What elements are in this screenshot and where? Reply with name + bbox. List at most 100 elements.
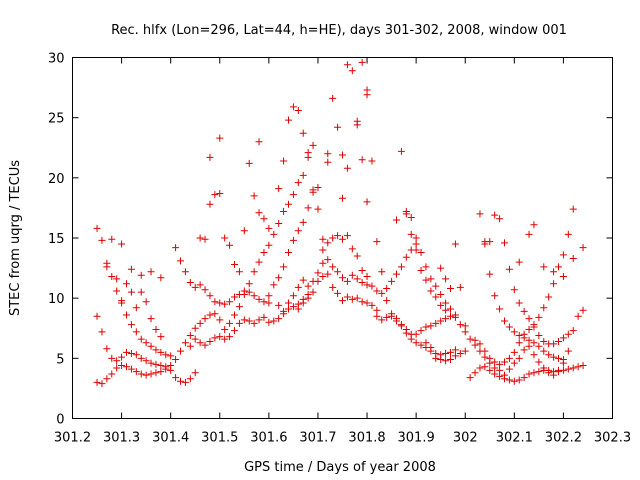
data-point bbox=[481, 353, 489, 361]
data-point bbox=[123, 311, 130, 319]
data-point bbox=[157, 348, 165, 356]
data-point bbox=[201, 286, 209, 294]
data-point bbox=[201, 235, 209, 243]
data-point bbox=[206, 200, 214, 208]
x-tick-label: 301.8 bbox=[348, 431, 385, 446]
data-point bbox=[172, 244, 180, 252]
data-point bbox=[520, 307, 528, 315]
data-point bbox=[211, 334, 219, 342]
data-point bbox=[255, 295, 263, 303]
data-point bbox=[496, 215, 504, 223]
data-point bbox=[147, 315, 155, 323]
data-point bbox=[427, 344, 435, 352]
data-point bbox=[181, 378, 189, 386]
data-point bbox=[147, 370, 155, 378]
data-point bbox=[255, 316, 263, 324]
data-point bbox=[167, 362, 175, 370]
x-tick-label: 301.7 bbox=[299, 431, 336, 446]
data-point bbox=[476, 210, 484, 218]
data-point bbox=[319, 259, 327, 267]
data-point bbox=[358, 156, 366, 164]
data-point bbox=[393, 270, 400, 278]
data-point bbox=[157, 333, 165, 341]
data-point bbox=[569, 205, 577, 213]
data-point bbox=[304, 204, 312, 212]
data-point bbox=[486, 270, 494, 278]
data-point bbox=[569, 364, 577, 372]
data-point bbox=[231, 260, 238, 268]
data-point bbox=[442, 350, 450, 358]
data-point bbox=[353, 275, 361, 283]
data-point bbox=[447, 312, 454, 320]
data-point bbox=[132, 368, 140, 376]
data-point bbox=[550, 353, 558, 361]
data-point bbox=[579, 362, 587, 370]
data-point bbox=[525, 325, 533, 333]
data-point bbox=[226, 241, 234, 249]
data-point bbox=[324, 256, 332, 264]
data-point bbox=[152, 360, 160, 368]
data-point bbox=[172, 356, 180, 364]
data-point bbox=[113, 275, 121, 283]
data-point bbox=[319, 246, 327, 254]
data-point bbox=[275, 301, 283, 309]
data-point bbox=[535, 331, 543, 339]
data-point bbox=[481, 363, 489, 371]
data-point bbox=[324, 158, 332, 166]
y-tick-label: 15 bbox=[48, 232, 65, 247]
data-point bbox=[260, 215, 268, 223]
data-point bbox=[481, 347, 489, 355]
data-point bbox=[510, 328, 518, 336]
data-point bbox=[471, 336, 479, 344]
data-point bbox=[417, 248, 425, 256]
data-point bbox=[501, 358, 508, 366]
data-point bbox=[299, 171, 307, 179]
x-tick-label: 302 bbox=[453, 431, 478, 446]
data-point bbox=[447, 305, 454, 313]
data-point bbox=[397, 321, 405, 329]
data-point bbox=[93, 378, 101, 386]
data-point bbox=[574, 312, 582, 320]
data-point bbox=[285, 248, 292, 256]
data-point bbox=[191, 283, 199, 291]
data-point bbox=[275, 220, 283, 228]
data-point bbox=[363, 91, 371, 99]
data-point bbox=[181, 339, 189, 347]
data-point bbox=[206, 311, 214, 319]
data-point bbox=[255, 258, 263, 266]
data-point bbox=[348, 295, 356, 303]
data-point bbox=[373, 306, 381, 314]
data-point bbox=[123, 280, 130, 288]
data-point bbox=[289, 303, 297, 311]
y-tick-label: 10 bbox=[48, 292, 65, 307]
data-point bbox=[348, 271, 356, 279]
data-point bbox=[515, 299, 523, 307]
data-point bbox=[442, 357, 450, 365]
data-point bbox=[132, 304, 140, 312]
data-point bbox=[555, 354, 562, 362]
data-point bbox=[108, 235, 116, 243]
data-point bbox=[383, 297, 391, 305]
data-point bbox=[373, 238, 381, 246]
data-point bbox=[285, 305, 292, 313]
data-point bbox=[530, 339, 538, 347]
data-point bbox=[299, 299, 307, 307]
data-point bbox=[329, 263, 337, 271]
data-point bbox=[329, 94, 337, 102]
y-axis: 0 5 10 15 20 25 30 bbox=[48, 52, 613, 428]
data-point bbox=[574, 363, 582, 371]
data-point bbox=[525, 342, 533, 350]
data-point bbox=[339, 151, 346, 159]
data-point bbox=[309, 141, 317, 149]
data-point bbox=[127, 265, 135, 273]
data-point bbox=[127, 365, 135, 373]
data-point bbox=[456, 350, 464, 358]
data-point bbox=[221, 335, 229, 343]
data-point bbox=[520, 346, 528, 354]
y-tick-label: 20 bbox=[48, 172, 65, 187]
data-point bbox=[496, 360, 504, 368]
data-point bbox=[142, 298, 150, 306]
x-axis: 301.2 301.3 301.4 301.5 301.6 301.7 301.8 301.9… bbox=[54, 57, 631, 446]
data-point bbox=[319, 235, 327, 243]
data-point bbox=[422, 263, 430, 271]
